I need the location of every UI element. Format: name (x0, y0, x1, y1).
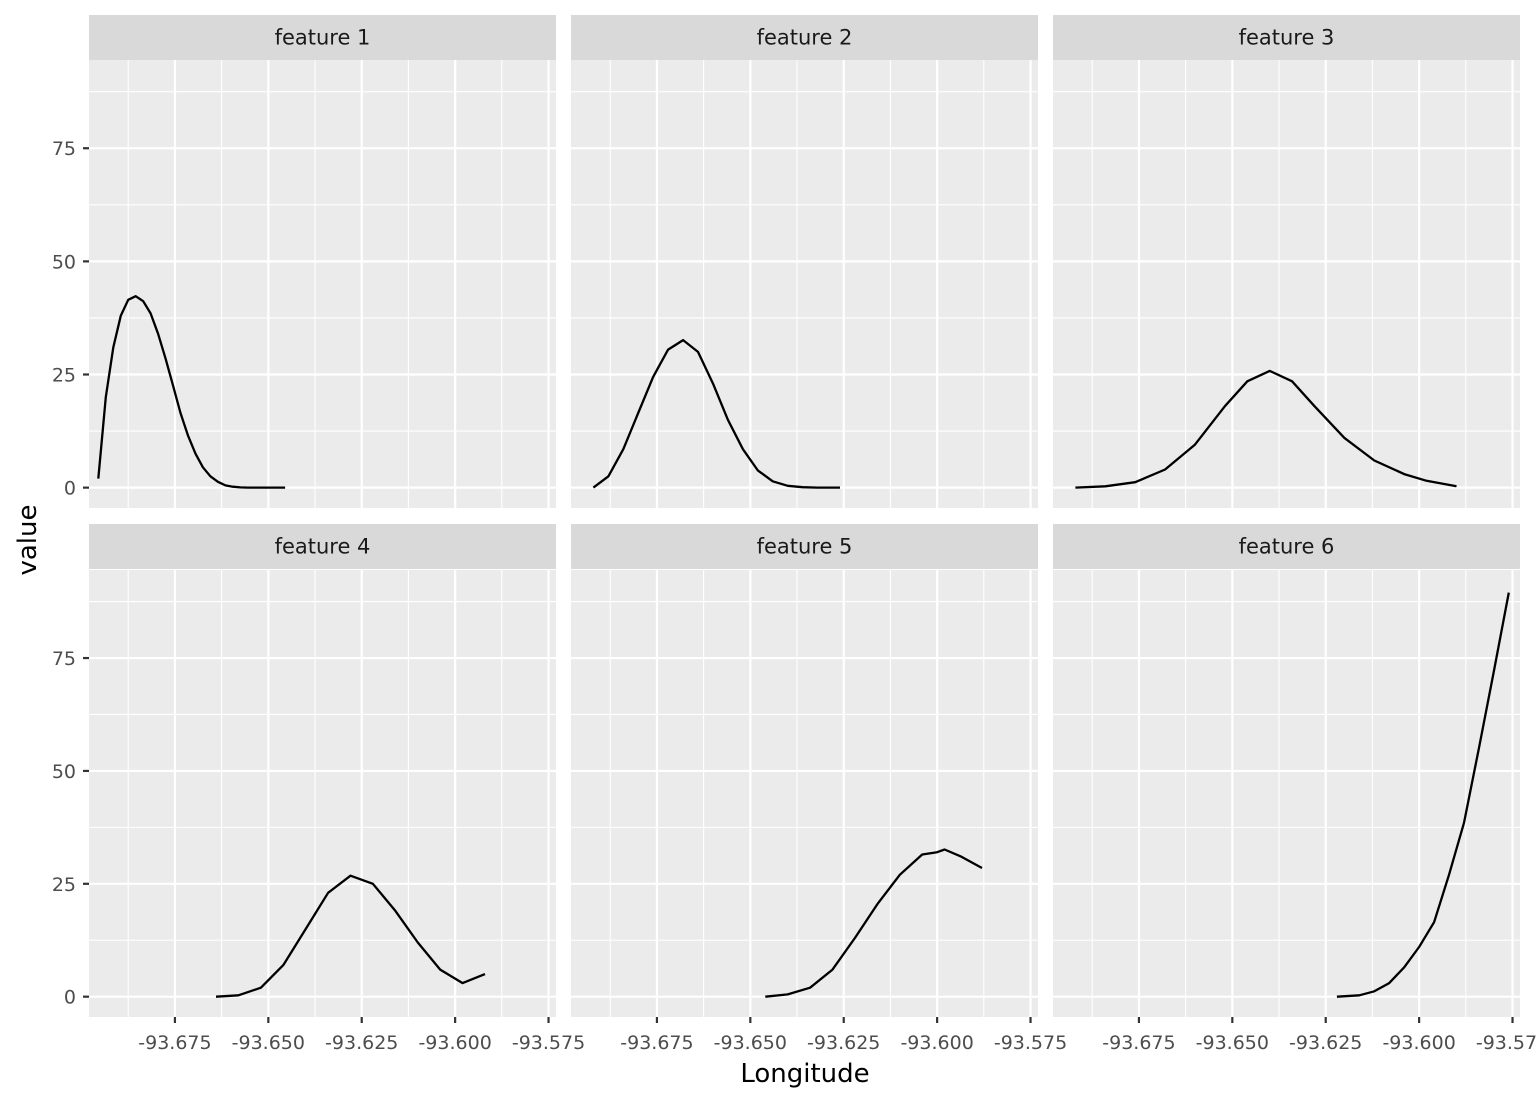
y-tick-label: 0 (64, 987, 76, 1009)
panel-background (571, 60, 1038, 508)
x-tick-label: -93.575 (512, 1032, 585, 1054)
panel-4: feature 4 (89, 524, 556, 1017)
y-tick-label: 75 (52, 138, 76, 160)
panel-3: feature 3 (1053, 15, 1520, 508)
panel-strip-label: feature 6 (1239, 535, 1335, 559)
series-line-3 (1075, 369, 1457, 489)
y-tick-label: 25 (52, 365, 76, 387)
panel-background (1053, 570, 1520, 1017)
panel-strip (1053, 15, 1520, 60)
panel-strip (571, 524, 1038, 569)
x-tick-label: -93.575 (1476, 1032, 1536, 1054)
panel-strip-label: feature 3 (1239, 26, 1335, 50)
panel-background (89, 60, 556, 508)
series-line-5 (765, 848, 983, 998)
y-tick-label: 0 (64, 478, 76, 500)
panel-strip-label: feature 5 (757, 535, 853, 559)
x-tick-label: -93.675 (1102, 1032, 1175, 1054)
x-tick-label: -93.600 (900, 1032, 973, 1054)
x-tick-label: -93.650 (232, 1032, 305, 1054)
x-tick-label: -93.675 (138, 1032, 211, 1054)
x-tick-label: -93.625 (1289, 1032, 1362, 1054)
y-tick-label: 50 (52, 761, 76, 783)
panel-1: feature 1 (89, 15, 556, 508)
x-tick-label: -93.650 (714, 1032, 787, 1054)
series-line-1 (97, 295, 286, 489)
panel-strip (1053, 524, 1520, 569)
y-tick-label: 25 (52, 874, 76, 896)
x-tick-label: -93.625 (325, 1032, 398, 1054)
x-tick-label: -93.575 (994, 1032, 1067, 1054)
series-line-2 (592, 338, 840, 489)
panel-2: feature 2 (571, 15, 1038, 508)
panels-layer: feature 1 feature 2 feature 3 feature 4 feat… (89, 15, 1520, 1017)
panel-strip-label: feature 1 (275, 26, 371, 50)
panel-background (1053, 60, 1520, 508)
panel-strip (89, 15, 556, 60)
x-axis-title: Longitude (740, 1059, 869, 1089)
panel-6: feature 6 (1053, 524, 1520, 1017)
panel-5: feature 5 (571, 524, 1038, 1017)
y-tick-label: 50 (52, 251, 76, 273)
panel-background (89, 570, 556, 1017)
panel-strip-label: feature 4 (275, 535, 371, 559)
x-tick-label: -93.625 (807, 1032, 880, 1054)
y-axis-title: value (13, 504, 43, 575)
x-tick-label: -93.675 (620, 1032, 693, 1054)
panel-strip-label: feature 2 (757, 26, 853, 50)
x-axes: -93.675 -93.650 -93.625 -93.600 -93.575 -93.6… (138, 1017, 1536, 1054)
panel-strip (89, 524, 556, 569)
x-tick-label: -93.600 (1382, 1032, 1455, 1054)
panel-background (571, 570, 1038, 1017)
y-axis-bottom-row: 0 25 50 75 (52, 648, 89, 1009)
series-line-4 (215, 874, 486, 998)
y-axis-top-row: 0 25 50 75 (52, 138, 89, 500)
x-tick-label: -93.600 (418, 1032, 491, 1054)
x-tick-label: -93.650 (1196, 1032, 1269, 1054)
series-line-6 (1336, 592, 1510, 998)
panel-strip (571, 15, 1038, 60)
y-tick-label: 75 (52, 648, 76, 670)
